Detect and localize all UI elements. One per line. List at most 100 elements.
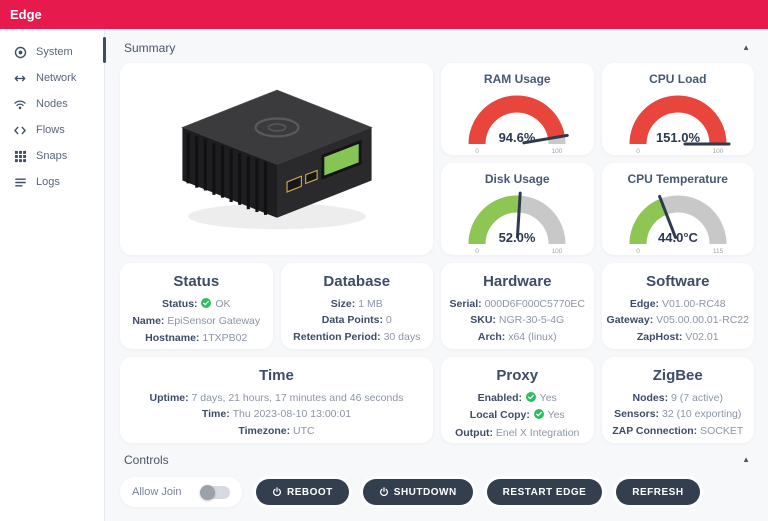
info-card-title: Software <box>646 273 710 290</box>
info-card-time: Time Uptime: 7 days, 21 hours, 17 minutes… <box>120 357 433 443</box>
refresh-button[interactable]: REFRESH <box>616 479 700 505</box>
gauge-title: Disk Usage <box>484 172 550 186</box>
info-line: Edge: V01.00-RC48 <box>629 298 726 310</box>
info-card-title: Status <box>173 273 220 290</box>
gauge-chart: 010052.0% <box>455 188 579 261</box>
sidebar-item-nodes[interactable]: Nodes <box>0 91 104 117</box>
info-line: ZAP Connection: SOCKET <box>612 424 744 437</box>
chevron-up-icon[interactable]: ▲ <box>742 455 750 464</box>
scrollbar-thumb[interactable] <box>103 37 106 63</box>
info-line: Size: 1 MB <box>330 298 383 310</box>
info-line: Gateway: V05.00.00.01-RC22 <box>606 314 749 327</box>
button-label: REBOOT <box>287 486 333 498</box>
sidebar-item-network[interactable]: Network <box>0 65 104 91</box>
sidebar-item-label: System <box>36 46 73 58</box>
button-label: SHUTDOWN <box>393 486 457 498</box>
system-icon <box>13 45 27 59</box>
svg-text:0: 0 <box>475 148 479 155</box>
nodes-icon <box>13 97 27 111</box>
gauge-chart: 0 100 94.6% <box>455 88 579 161</box>
button-label: RESTART EDGE <box>502 486 587 498</box>
gauge-card-cpu-temperature: CPU Temperature 0 115 44.0°C <box>601 163 754 255</box>
summary-grid: RAM Usage 0 100 94.6% CPU Load 0 100 151.0% Disk… <box>120 63 754 443</box>
svg-text:0: 0 <box>636 248 640 255</box>
info-line: Name: EpiSensor Gateway <box>132 315 261 328</box>
chevron-up-icon[interactable]: ▲ <box>742 43 750 52</box>
sidebar-item-label: Snaps <box>36 150 68 162</box>
sidebar-item-snaps[interactable]: Snaps <box>0 143 104 169</box>
allow-join-label: Allow Join <box>132 486 182 498</box>
gauge-card-ram-usage: RAM Usage 0 100 94.6% <box>441 63 594 155</box>
svg-text:100: 100 <box>552 248 563 255</box>
info-card-proxy: Proxy Enabled: Yes Local Copy: Yes Output: … <box>441 357 594 443</box>
app-header: Edge <box>0 0 768 29</box>
gateway-device-image <box>180 89 373 230</box>
summary-section-header[interactable]: Summary ▲ <box>120 29 754 63</box>
allow-join-toggle[interactable] <box>200 484 230 500</box>
sidebar-item-system[interactable]: System <box>0 39 104 65</box>
sidebar-item-label: Nodes <box>36 98 68 110</box>
summary-section-title: Summary <box>124 41 176 55</box>
svg-text:0: 0 <box>636 148 640 155</box>
info-card-title: Hardware <box>483 273 552 290</box>
info-line: Retention Period: 30 days <box>293 330 421 343</box>
info-card-title: Proxy <box>496 367 539 384</box>
info-line: Serial: 000D6F000C5770EC <box>449 298 585 310</box>
svg-text:100: 100 <box>712 148 723 155</box>
info-line: Status: OK <box>120 296 273 313</box>
network-icon <box>13 71 27 85</box>
info-line: Data Points: 0 <box>321 314 392 327</box>
button-label: REFRESH <box>632 486 684 498</box>
info-line: Uptime: 7 days, 21 hours, 17 minutes and… <box>149 392 404 404</box>
shutdown-button[interactable]: SHUTDOWN <box>362 479 473 505</box>
info-card-status: Status Status: OK Name: EpiSensor Gateway H… <box>120 263 273 349</box>
info-line: Enabled: Yes <box>441 390 594 407</box>
toggle-knob <box>200 484 215 500</box>
info-card-zigbee: ZigBee Nodes: 9 (7 active) Sensors: 32 (10… <box>601 357 754 443</box>
restart-edge-button[interactable]: RESTART EDGE <box>486 479 603 505</box>
reboot-button[interactable]: REBOOT <box>256 479 349 505</box>
info-card-hardware: Hardware Serial: 000D6F000C5770EC SKU: NGR… <box>441 263 594 349</box>
logs-icon <box>13 175 27 189</box>
sidebar: System Network Nodes Flows Snaps Logs <box>0 29 106 521</box>
info-line: ZapHost: V02.01 <box>636 330 719 343</box>
main-content: Summary ▲ <box>105 29 768 521</box>
sidebar-item-label: Logs <box>36 176 60 188</box>
gauge-card-cpu-load: CPU Load 0 100 151.0% <box>601 63 754 155</box>
flows-icon <box>13 123 27 137</box>
controls-row: Allow Join REBOOT SHUTDOWN RESTART EDGE REF… <box>120 477 754 507</box>
power-icon <box>272 487 282 497</box>
sidebar-nav: System Network Nodes Flows Snaps Logs <box>0 39 104 195</box>
svg-text:151.0%: 151.0% <box>656 130 701 145</box>
power-icon <box>379 487 389 497</box>
info-line: Local Copy: Yes <box>441 407 594 424</box>
allow-join-control: Allow Join <box>120 477 242 507</box>
controls-section-header[interactable]: Controls ▲ <box>120 443 754 475</box>
sidebar-item-flows[interactable]: Flows <box>0 117 104 143</box>
check-circle-icon <box>533 408 544 424</box>
info-line: Sensors: 32 (10 exporting) <box>614 408 742 421</box>
device-card <box>120 63 433 255</box>
gauge-title: RAM Usage <box>483 72 551 86</box>
info-card-title: ZigBee <box>652 367 703 384</box>
info-line: Time: Thu 2023-08-10 13:00:01 <box>201 408 352 421</box>
info-card-title: Database <box>323 273 391 290</box>
check-circle-icon <box>525 391 536 407</box>
sidebar-item-logs[interactable]: Logs <box>0 169 104 195</box>
svg-text:115: 115 <box>713 248 724 255</box>
gauge-chart: 0 115 44.0°C <box>616 188 740 261</box>
svg-text:0: 0 <box>475 248 479 255</box>
info-line: SKU: NGR-30-5-4G <box>470 314 565 327</box>
info-line: Output: Enel X Integration <box>455 426 580 439</box>
info-card-title: Time <box>259 367 294 384</box>
info-line: Arch: x64 (linux) <box>477 330 557 343</box>
controls-section-title: Controls <box>124 453 169 467</box>
sidebar-item-label: Flows <box>36 124 65 136</box>
app-title: Edge <box>10 7 42 22</box>
check-circle-icon <box>201 297 212 313</box>
gauge-card-disk-usage: Disk Usage010052.0% <box>441 163 594 255</box>
gauge-chart: 0 100 151.0% <box>616 88 740 161</box>
gauge-title: CPU Load <box>649 72 707 86</box>
info-line: Nodes: 9 (7 active) <box>632 392 723 404</box>
sidebar-item-label: Network <box>36 72 77 84</box>
